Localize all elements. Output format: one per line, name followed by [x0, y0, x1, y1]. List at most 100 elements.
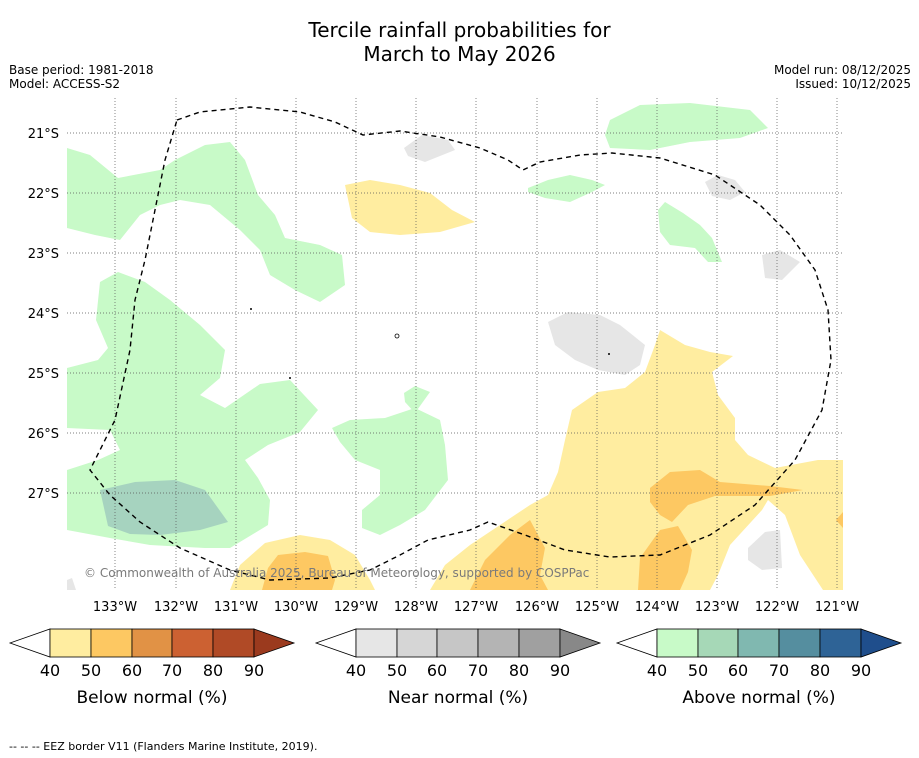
colorbar-above-label: Above normal (%) — [682, 688, 835, 708]
gridlines — [67, 98, 843, 590]
contour-dot — [250, 308, 252, 310]
above-normal-region-west — [67, 142, 345, 302]
colorbar-below-bin — [131, 628, 173, 658]
latitude-labels: 21°S 22°S 23°S 24°S 25°S 26°S 27°S — [28, 127, 59, 502]
below-normal-core-southwest — [262, 552, 335, 590]
near-normal-patch-northeast — [705, 175, 745, 200]
longitude-labels: 133°W 132°W 131°W 130°W 129°W 128°W 127°… — [93, 600, 859, 615]
near-normal-patch-east — [762, 250, 800, 280]
copyright-text: © Commonwealth of Australia 2025, Bureau… — [84, 566, 589, 580]
model-name-text: Model: ACCESS-S2 — [9, 77, 121, 91]
colorbar-above-normal: 40 50 60 70 80 90 Above normal (%) — [615, 628, 903, 708]
below-normal-patch-north — [345, 180, 475, 235]
contour-dot — [289, 377, 291, 379]
below-normal-core-southeast — [638, 526, 692, 590]
colorbar-near-high-arrow — [559, 628, 602, 658]
lat-label: 25°S — [28, 367, 59, 382]
above-normal-region-southwest — [67, 272, 318, 548]
contour-dot — [608, 353, 610, 355]
lon-label: 122°W — [755, 600, 799, 615]
lon-label: 129°W — [334, 600, 378, 615]
colorbar-below-normal: 40 50 60 70 80 90 Below normal (%) — [8, 628, 296, 708]
lon-label: 125°W — [575, 600, 619, 615]
colorbar-below-bin — [90, 628, 133, 658]
contour-dot — [394, 333, 400, 339]
above-normal-core-southwest — [100, 480, 228, 535]
map-area: © Commonwealth of Australia 2025, Bureau… — [67, 98, 843, 590]
title-line-2: March to May 2026 — [363, 42, 556, 66]
colorbar-above-tick: 60 — [728, 661, 748, 680]
colorbar-above-tick: 40 — [647, 661, 667, 680]
colorbar-near-tick: 50 — [387, 661, 407, 680]
lon-label: 123°W — [695, 600, 739, 615]
lat-label: 22°S — [28, 187, 59, 202]
colorbar-above-tick: 80 — [810, 661, 830, 680]
lon-label: 128°W — [394, 600, 438, 615]
colorbar-near-bin — [477, 628, 520, 658]
colorbar-above-tick: 90 — [851, 661, 871, 680]
colorbar-near-tick: 40 — [346, 661, 366, 680]
lon-label: 127°W — [454, 600, 498, 615]
colorbar-below-tick: 60 — [122, 661, 142, 680]
lat-label: 27°S — [28, 487, 59, 502]
lat-label: 21°S — [28, 127, 59, 142]
colorbar-below-bin — [49, 628, 92, 658]
base-model-info: Base period: 1981-2018 Model: ACCESS-S2 — [9, 63, 154, 91]
colorbar-below-tick: 50 — [81, 661, 101, 680]
near-normal-patch-north — [404, 135, 455, 162]
run-issue-info: Model run: 08/12/2025 Issued: 10/12/2025 — [774, 63, 911, 91]
colorbar-below-tick: 40 — [40, 661, 60, 680]
issued-text: Issued: 10/12/2025 — [795, 77, 911, 91]
colorbar-above-bin — [778, 628, 821, 658]
colorbar-near-bin — [396, 628, 438, 658]
colorbar-above-bin — [656, 628, 699, 658]
lon-label: 126°W — [515, 600, 559, 615]
colorbar-below-bin — [171, 628, 214, 658]
lon-label: 132°W — [154, 600, 198, 615]
colorbar-below-bin — [212, 628, 255, 658]
above-normal-patch-north — [528, 175, 605, 202]
colorbar-near-tick: 80 — [509, 661, 529, 680]
colorbar-near-low-arrow — [314, 628, 357, 658]
below-normal-core-south — [470, 520, 548, 590]
colorbar-near-bin — [518, 628, 561, 658]
colorbar-above-low-arrow — [615, 628, 658, 658]
lon-label: 130°W — [274, 600, 318, 615]
colorbar-below-tick: 90 — [244, 661, 264, 680]
colorbar-below-high-arrow — [253, 628, 296, 658]
below-normal-core-east — [650, 470, 803, 522]
above-normal-region-central — [332, 408, 448, 535]
below-normal-patch-corner — [836, 512, 843, 528]
colorbar-near-normal: 40 50 60 70 80 90 Near normal (%) — [314, 628, 602, 708]
lon-label: 131°W — [214, 600, 258, 615]
lon-label: 124°W — [635, 600, 679, 615]
colorbar-near-tick: 90 — [550, 661, 570, 680]
colorbar-above-bin — [819, 628, 862, 658]
near-normal-patch-corner — [67, 578, 76, 590]
colorbar-below-low-arrow — [8, 628, 51, 658]
chart-title: Tercile rainfall probabilities for March… — [0, 18, 919, 66]
lon-label: 121°W — [815, 600, 859, 615]
lon-label: 133°W — [93, 600, 137, 615]
colorbar-below-tick: 80 — [203, 661, 223, 680]
colorbar-below-label: Below normal (%) — [77, 688, 228, 708]
lat-label: 24°S — [28, 307, 59, 322]
below-normal-region-southeast — [430, 330, 843, 590]
eez-border — [89, 106, 832, 581]
colorbar-near-bin — [436, 628, 479, 658]
colorbar-near-label: Near normal (%) — [388, 688, 528, 708]
colorbar-above-high-arrow — [860, 628, 903, 658]
near-normal-region-central — [548, 312, 645, 375]
base-period-text: Base period: 1981-2018 — [9, 63, 154, 77]
colorbar-near-tick: 60 — [427, 661, 447, 680]
above-normal-patch-east — [658, 202, 722, 262]
model-run-text: Model run: 08/12/2025 — [773, 63, 911, 77]
title-line-1: Tercile rainfall probabilities for — [308, 18, 611, 42]
colorbar-above-tick: 70 — [769, 661, 789, 680]
colorbar-near-tick: 70 — [468, 661, 488, 680]
lat-label: 26°S — [28, 427, 59, 442]
colorbar-above-bin — [737, 628, 780, 658]
lat-label: 23°S — [28, 247, 59, 262]
above-normal-region-northeast — [605, 103, 768, 150]
